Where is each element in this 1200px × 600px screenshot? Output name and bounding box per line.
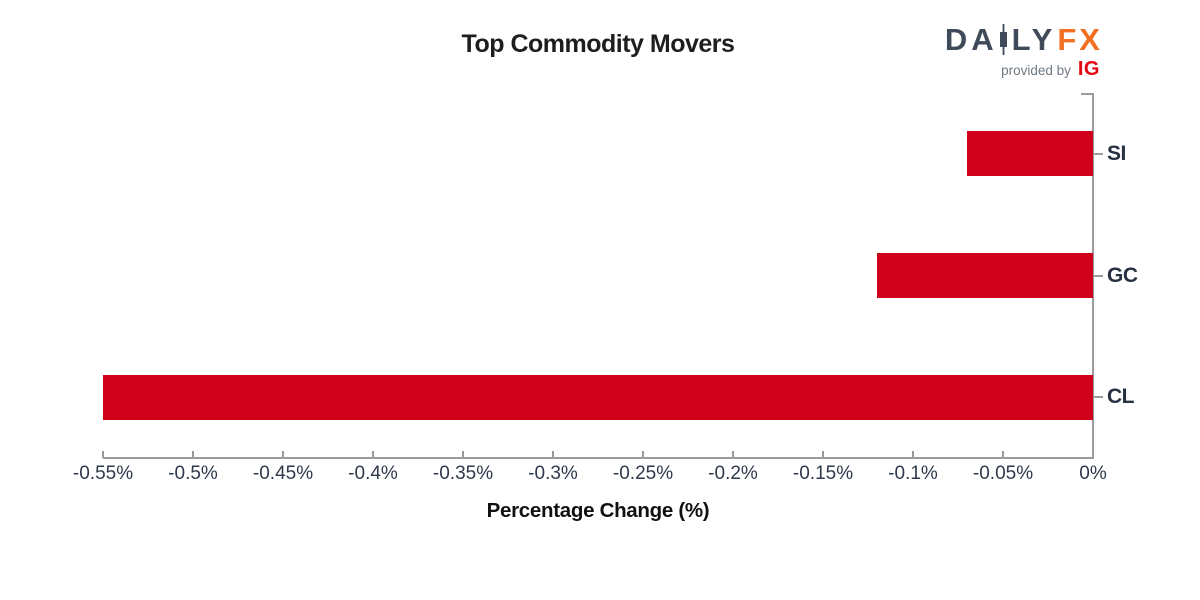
- x-tick: [372, 451, 374, 458]
- y-axis-line: [1092, 93, 1094, 458]
- x-tick-label: -0.4%: [348, 463, 398, 484]
- x-tick-label: -0.5%: [168, 463, 218, 484]
- chart-title: Top Commodity Movers: [461, 30, 735, 58]
- x-tick: [912, 451, 914, 458]
- x-tick: [282, 451, 284, 458]
- plot-area: SI GC CL: [102, 93, 1138, 459]
- x-tick-label: -0.45%: [252, 463, 314, 484]
- bar-gc: [877, 253, 1093, 298]
- x-tick-label: -0.2%: [708, 463, 758, 484]
- x-tick: [642, 451, 644, 458]
- x-tick-label: -0.15%: [792, 463, 854, 484]
- x-tick: [102, 451, 104, 458]
- x-axis-title: Percentage Change (%): [486, 499, 710, 522]
- x-tick-label: -0.3%: [528, 463, 578, 484]
- x-tick: [462, 451, 464, 458]
- x-tick: [1002, 451, 1004, 458]
- logo-daily-right-text: LY: [1011, 22, 1057, 57]
- logo-daily-left-text: DA: [944, 22, 998, 57]
- x-tick-label: -0.1%: [888, 463, 938, 484]
- x-tick: [822, 451, 824, 458]
- category-tick-gc: [1094, 274, 1103, 277]
- x-tick-label: -0.55%: [72, 463, 134, 484]
- logo-provided-by-text: provided by: [1001, 63, 1071, 78]
- bar-cl: [103, 374, 1093, 420]
- x-tick-label: 0%: [1079, 463, 1107, 484]
- category-tick-cl: [1094, 396, 1103, 399]
- x-axis-line: [103, 457, 1094, 459]
- y-axis-top-cap: [1081, 93, 1093, 95]
- logo-fx-text: FX: [1057, 22, 1103, 57]
- candlestick-icon: [999, 24, 1007, 55]
- category-label-si: SI: [1107, 141, 1126, 165]
- x-tick-label: -0.25%: [612, 463, 674, 484]
- x-tick: [192, 451, 194, 458]
- x-tick: [552, 451, 554, 458]
- category-label-cl: CL: [1107, 385, 1135, 409]
- dailyfx-logo-wordmark: DA LY FX: [945, 24, 1100, 55]
- dailyfx-logo: DA LY FX provided by IG: [945, 24, 1100, 79]
- bar-si: [967, 131, 1093, 177]
- x-tick-label: -0.05%: [972, 463, 1034, 484]
- category-label-gc: GC: [1107, 263, 1138, 287]
- logo-subline: provided by IG: [1001, 59, 1100, 79]
- x-tick: [1092, 451, 1094, 458]
- x-tick-label: -0.35%: [432, 463, 494, 484]
- x-tick: [732, 451, 734, 458]
- logo-ig-text: IG: [1077, 58, 1100, 80]
- category-tick-si: [1094, 152, 1103, 155]
